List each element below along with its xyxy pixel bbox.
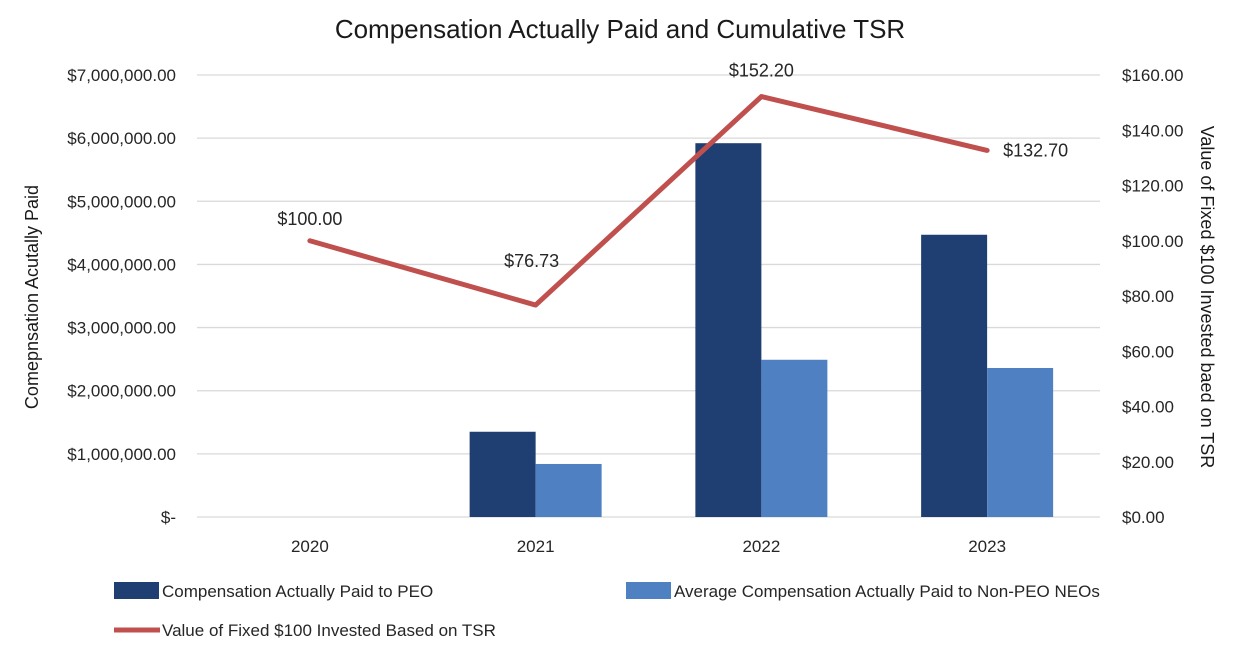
bar-peo-2022	[695, 143, 762, 518]
right-tick-label: $20.00	[1122, 453, 1174, 472]
right-tick-label: $0.00	[1122, 508, 1165, 527]
left-tick-label: $1,000,000.00	[67, 445, 176, 464]
right-tick-label: $40.00	[1122, 398, 1174, 417]
tsr-data-label: $132.70	[1003, 140, 1068, 160]
bar-non-peo-2023	[987, 367, 1054, 517]
right-axis-title: Value of Fixed $100 Invested baed on TSR	[1197, 126, 1217, 469]
right-tick-label: $140.00	[1122, 121, 1183, 140]
bar-peo-2023	[921, 234, 988, 517]
tsr-data-label: $100.00	[277, 209, 342, 229]
bar-non-peo-2022	[761, 359, 828, 517]
x-tick-label: 2021	[517, 537, 555, 556]
left-tick-label: $4,000,000.00	[67, 255, 176, 274]
chart-title: Compensation Actually Paid and Cumulativ…	[335, 14, 905, 44]
x-tick-label: 2022	[742, 537, 780, 556]
right-tick-label: $100.00	[1122, 232, 1183, 251]
right-tick-label: $160.00	[1122, 66, 1183, 85]
legend-swatch-non-peo	[626, 582, 671, 599]
bar-peo-2021	[469, 431, 536, 517]
tsr-series-line	[307, 94, 990, 308]
left-axis-title: Comepnsation Acutally Paid	[22, 185, 42, 409]
left-tick-label: $2,000,000.00	[67, 382, 176, 401]
tsr-data-label: $76.73	[504, 251, 559, 271]
left-tick-label: $5,000,000.00	[67, 192, 176, 211]
legend-label-non-peo: Average Compensation Actually Paid to No…	[674, 582, 1100, 601]
right-axis: $0.00 $20.00 $40.00 $60.00 $80.00 $100.00 $120…	[1122, 66, 1183, 527]
right-tick-label: $60.00	[1122, 342, 1174, 361]
x-axis: 2020 2021 2022 2023	[291, 537, 1006, 556]
right-tick-label: $120.00	[1122, 177, 1183, 196]
legend-swatch-peo	[114, 582, 159, 599]
bar-non-peo-2021	[535, 463, 602, 517]
bars	[469, 143, 1054, 518]
x-tick-label: 2020	[291, 537, 329, 556]
left-tick-label: $7,000,000.00	[67, 66, 176, 85]
left-tick-label: $3,000,000.00	[67, 319, 176, 338]
tsr-data-label: $152.20	[729, 61, 794, 81]
legend: Compensation Actually Paid to PEO Averag…	[114, 582, 1100, 640]
legend-label-peo: Compensation Actually Paid to PEO	[162, 582, 433, 601]
right-tick-label: $80.00	[1122, 287, 1174, 306]
tsr-line: $100.00 $76.73 $152.20 $132.70	[277, 61, 1068, 308]
left-axis: $- $1,000,000.00 $2,000,000.00 $3,000,000.0…	[67, 66, 176, 527]
legend-label-tsr: Value of Fixed $100 Invested Based on TS…	[162, 621, 496, 640]
left-tick-label: $6,000,000.00	[67, 129, 176, 148]
left-tick-label: $-	[161, 508, 176, 527]
x-tick-label: 2023	[968, 537, 1006, 556]
